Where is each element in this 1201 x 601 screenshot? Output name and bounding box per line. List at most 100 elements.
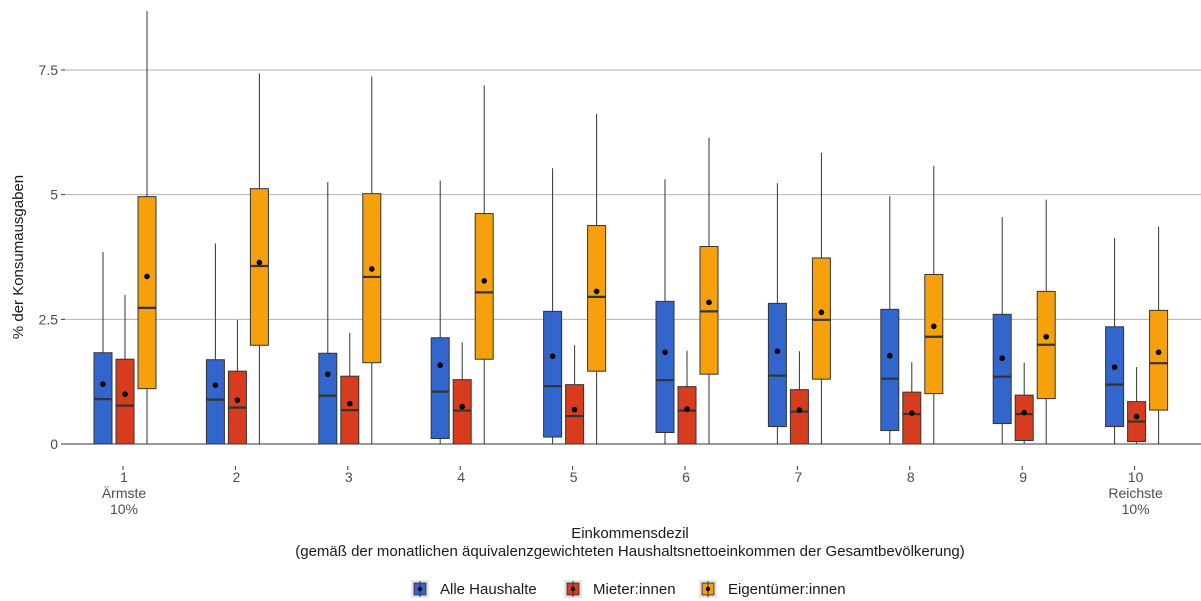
mean-point [1155, 349, 1162, 356]
legend-key-mean [570, 586, 576, 592]
box-body [452, 379, 472, 445]
box-body [880, 308, 900, 432]
x-tick-label: 9 [1019, 469, 1027, 485]
box-body [677, 386, 697, 445]
box-1-9 [992, 217, 1012, 444]
box-body [587, 225, 607, 372]
box-2-4 [452, 342, 472, 445]
box-1-4 [430, 180, 450, 444]
box-3-7 [811, 152, 831, 444]
box-3-6 [699, 137, 719, 444]
box-2-5 [565, 345, 585, 445]
box-3-8 [924, 165, 944, 444]
box-body [789, 389, 809, 445]
legend-label: Eigentümer:innen [728, 581, 846, 598]
x-tick-label: 1 [120, 469, 128, 485]
box-body [543, 310, 563, 438]
box-body [1149, 309, 1169, 411]
box-body [205, 359, 225, 445]
box-body [362, 193, 382, 364]
mean-point [593, 288, 600, 295]
mean-point [1133, 413, 1140, 420]
x-tick-label: Ärmste [102, 485, 147, 501]
x-tick-label: 8 [907, 469, 915, 485]
mean-point [481, 278, 488, 284]
box-body [565, 384, 585, 445]
box-body [318, 352, 338, 445]
mean-point [571, 406, 578, 413]
box-2-2 [227, 319, 247, 445]
box-series [93, 11, 1169, 445]
x-tick-label: 4 [457, 469, 465, 485]
mean-point [706, 299, 712, 306]
mean-point [684, 406, 690, 412]
box-body [115, 358, 135, 445]
y-tick-label: 5 [50, 187, 58, 203]
mean-point [1111, 364, 1118, 371]
box-body [1105, 326, 1125, 428]
mean-point [549, 353, 556, 360]
legend-item-2: Mieter:innen [564, 580, 676, 598]
box-1-6 [655, 179, 675, 444]
box-body [137, 196, 157, 390]
mean-point [122, 391, 128, 397]
x-tick-label: 3 [345, 469, 353, 485]
y-axis-title: % der Konsumausgaben [10, 175, 27, 339]
mean-point [999, 355, 1005, 362]
box-body [767, 302, 787, 428]
box-body [811, 257, 831, 380]
box-body [902, 391, 922, 445]
x-tick-label: 2 [233, 469, 241, 485]
box-body [1014, 394, 1034, 442]
box-2-1 [115, 294, 135, 445]
y-tick-label: 0 [50, 436, 58, 452]
box-2-7 [789, 351, 809, 445]
x-tick-label: 10% [1122, 501, 1150, 517]
mean-point [256, 259, 263, 266]
legend-label: Alle Haushalte [440, 581, 537, 598]
mean-point [144, 273, 150, 280]
box-3-1 [137, 11, 157, 444]
mean-point [818, 309, 825, 316]
box-3-5 [587, 113, 607, 444]
mean-point [437, 362, 444, 369]
x-tick-label: 7 [795, 469, 803, 485]
mean-point [796, 407, 803, 413]
box-body [655, 300, 675, 434]
x-tick-label: 5 [570, 469, 578, 485]
mean-point [347, 400, 353, 407]
box-1-10 [1105, 238, 1125, 444]
mean-point [887, 352, 893, 359]
box-1-2 [205, 243, 225, 445]
box-3-4 [474, 85, 494, 444]
legend-item-3: Eigentümer:innen [699, 580, 846, 598]
y-tick-label: 7.5 [39, 62, 59, 78]
mean-point [662, 349, 668, 356]
box-2-9 [1014, 362, 1034, 444]
box-2-6 [677, 350, 697, 445]
box-3-3 [362, 76, 382, 444]
box-body [924, 273, 944, 395]
box-3-9 [1036, 199, 1056, 444]
mean-point [459, 403, 466, 410]
mean-point [100, 381, 106, 387]
x-tick-label: 10 [1128, 469, 1144, 485]
box-1-1 [93, 252, 113, 445]
box-1-8 [880, 196, 900, 444]
box-1-3 [318, 182, 338, 445]
mean-point [369, 266, 375, 272]
legend-label: Mieter:innen [593, 581, 676, 598]
mean-point [931, 323, 937, 330]
x-tick-label: Reichste [1108, 485, 1163, 501]
box-3-10 [1149, 226, 1169, 444]
mean-point [909, 410, 915, 416]
legend-item-1: Alle Haushalte [411, 580, 537, 598]
box-3-2 [249, 73, 269, 444]
box-2-3 [340, 332, 360, 445]
box-1-5 [543, 168, 563, 444]
box-2-10 [1127, 367, 1147, 444]
mean-point [212, 382, 219, 388]
box-body [992, 313, 1012, 425]
